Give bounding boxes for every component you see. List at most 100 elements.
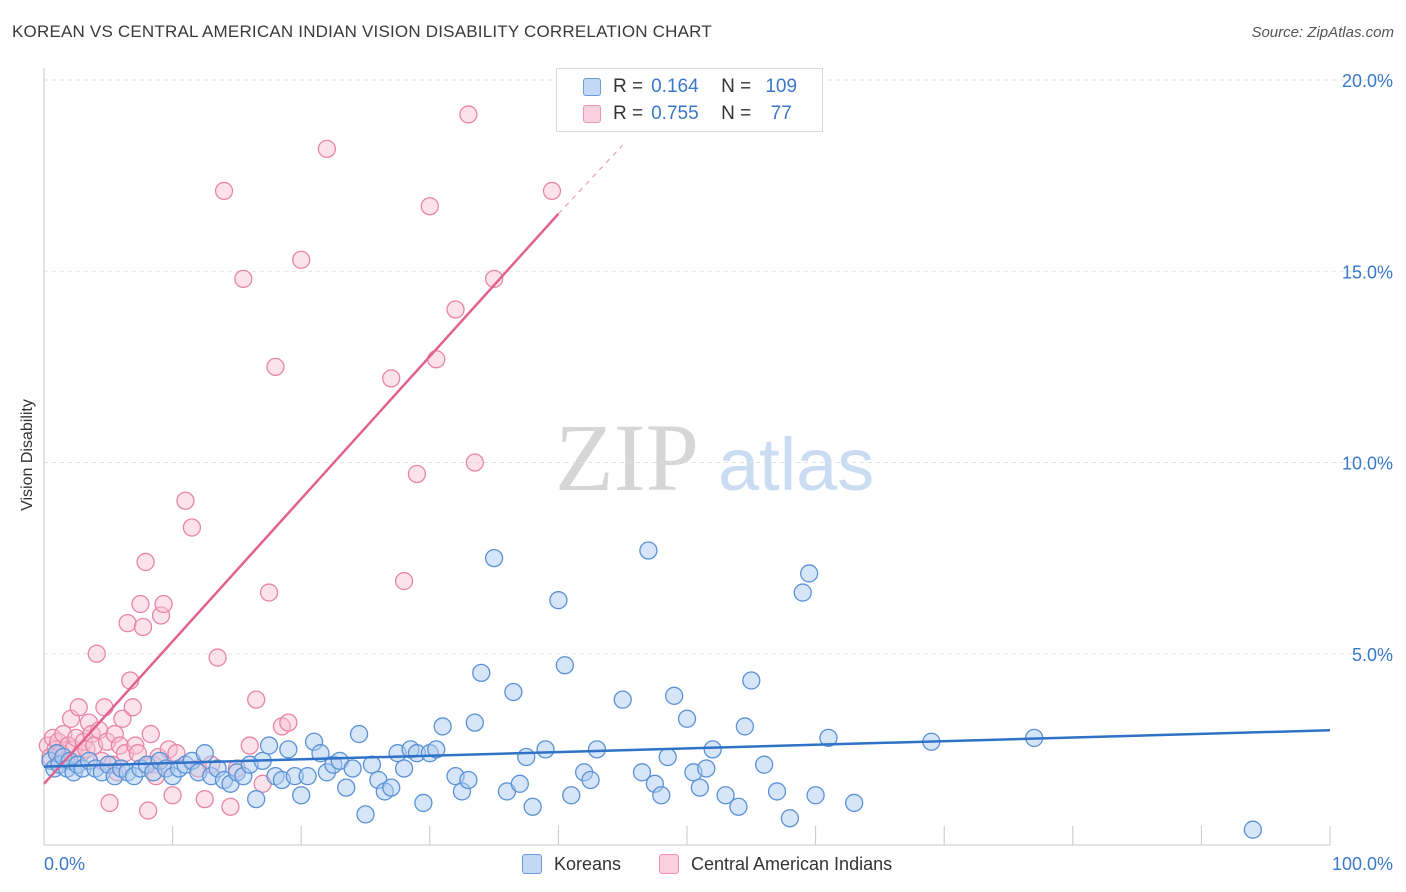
- korean-point: [806, 786, 825, 805]
- korean-point: [697, 759, 716, 778]
- cai-point: [240, 736, 259, 755]
- cai-point: [382, 369, 401, 388]
- korean-point: [555, 656, 574, 675]
- legend-swatch-cai: [583, 105, 601, 123]
- korean-point: [632, 763, 652, 782]
- korean-point: [845, 793, 864, 813]
- y-tick-label: 10.0%: [1342, 454, 1393, 474]
- korean-point: [664, 686, 684, 705]
- y-tick-label: 5.0%: [1352, 645, 1393, 665]
- bottom-legend-label-cai: Central American Indians: [691, 853, 893, 874]
- korean-point: [427, 740, 446, 759]
- cai-point: [208, 648, 227, 667]
- cai-point: [176, 491, 195, 510]
- korean-point: [639, 541, 658, 560]
- korean-point: [819, 728, 838, 748]
- korean-point: [433, 717, 452, 736]
- legend-r-label: R =: [613, 76, 644, 97]
- cai-point: [259, 583, 279, 602]
- korean-point: [394, 759, 414, 778]
- chart-title: KOREAN VS CENTRAL AMERICAN INDIAN VISION…: [12, 22, 712, 41]
- cai-point: [407, 464, 427, 484]
- cai-point: [266, 357, 285, 377]
- korean-point: [581, 770, 600, 790]
- korean-point: [780, 809, 800, 828]
- korean-point: [279, 740, 298, 759]
- legend-n-label: N =: [721, 76, 752, 97]
- korean-point: [690, 778, 710, 797]
- korean-point: [549, 591, 568, 610]
- x-tick-label: 0.0%: [44, 854, 85, 874]
- korean-point: [195, 744, 214, 763]
- cai-point: [182, 518, 202, 537]
- cai-point: [446, 300, 465, 319]
- korean-point: [735, 717, 755, 736]
- watermark-zip: ZIP: [555, 404, 699, 511]
- korean-point: [742, 671, 761, 690]
- korean-point: [716, 786, 735, 805]
- korean-point: [356, 805, 375, 824]
- cai-point: [131, 594, 150, 614]
- bottom-legend-koreans: Koreans: [522, 852, 621, 876]
- legend-r-value: 0.755: [651, 103, 699, 124]
- korean-point: [247, 789, 266, 809]
- cai-point: [484, 269, 504, 289]
- korean-point: [587, 740, 607, 759]
- korean-point: [703, 740, 722, 759]
- cai-point: [95, 698, 114, 717]
- cai-point: [279, 713, 298, 732]
- korean-point: [292, 786, 311, 805]
- cai-point: [459, 105, 478, 124]
- legend-swatch-koreans: [583, 78, 601, 96]
- bottom-legend-cai: Central American Indians: [659, 852, 892, 876]
- korean-point: [536, 740, 555, 759]
- bottom-legend-label-koreans: Koreans: [554, 853, 622, 874]
- cai-point: [151, 606, 171, 625]
- trend-line-cai-extension: [557, 144, 624, 215]
- korean-point: [465, 713, 484, 732]
- korean-point: [484, 548, 504, 568]
- cai-point: [247, 690, 266, 709]
- korean-point: [613, 690, 632, 709]
- korean-point: [349, 724, 369, 744]
- korean-point: [800, 564, 819, 583]
- korean-point: [382, 778, 401, 797]
- korean-point: [767, 782, 787, 801]
- legend-n-value: 77: [770, 103, 792, 124]
- x-tick-label: 100.0%: [1332, 854, 1393, 874]
- cai-point: [465, 453, 484, 472]
- korean-point: [658, 747, 677, 767]
- legend-n-label: N =: [721, 103, 752, 124]
- correlation-legend: R = 0.164 N = 109 R = 0.755 N = 77: [556, 68, 823, 132]
- korean-point: [652, 786, 671, 805]
- korean-point: [755, 755, 774, 774]
- cai-point: [87, 644, 106, 663]
- legend-r-label: R =: [613, 103, 644, 124]
- korean-point: [504, 682, 523, 702]
- x-tick-labels: 0.0% 100.0%: [44, 854, 1393, 874]
- cai-point: [118, 614, 137, 633]
- korean-point: [259, 736, 279, 755]
- y-tick-label: 15.0%: [1342, 262, 1393, 282]
- cai-point: [154, 594, 173, 614]
- korean-point: [510, 774, 529, 793]
- watermark: ZIP atlas: [555, 404, 874, 511]
- cai-point: [234, 269, 253, 289]
- cai-point: [163, 786, 182, 805]
- cai-point: [394, 571, 414, 591]
- legend-row-koreans: R = 0.164 N = 109: [557, 74, 803, 100]
- korean-point: [793, 583, 812, 602]
- cai-point: [221, 797, 240, 816]
- korean-point: [459, 770, 478, 790]
- cai-point: [105, 724, 124, 744]
- korean-point: [337, 778, 356, 797]
- trend-line-cai: [43, 213, 560, 785]
- korean-point: [343, 759, 362, 778]
- cai-point: [317, 139, 337, 159]
- korean-point: [298, 767, 317, 786]
- cai-point: [141, 724, 160, 744]
- cai-point: [113, 709, 132, 728]
- korean-point: [729, 797, 748, 816]
- cai-point: [136, 552, 155, 572]
